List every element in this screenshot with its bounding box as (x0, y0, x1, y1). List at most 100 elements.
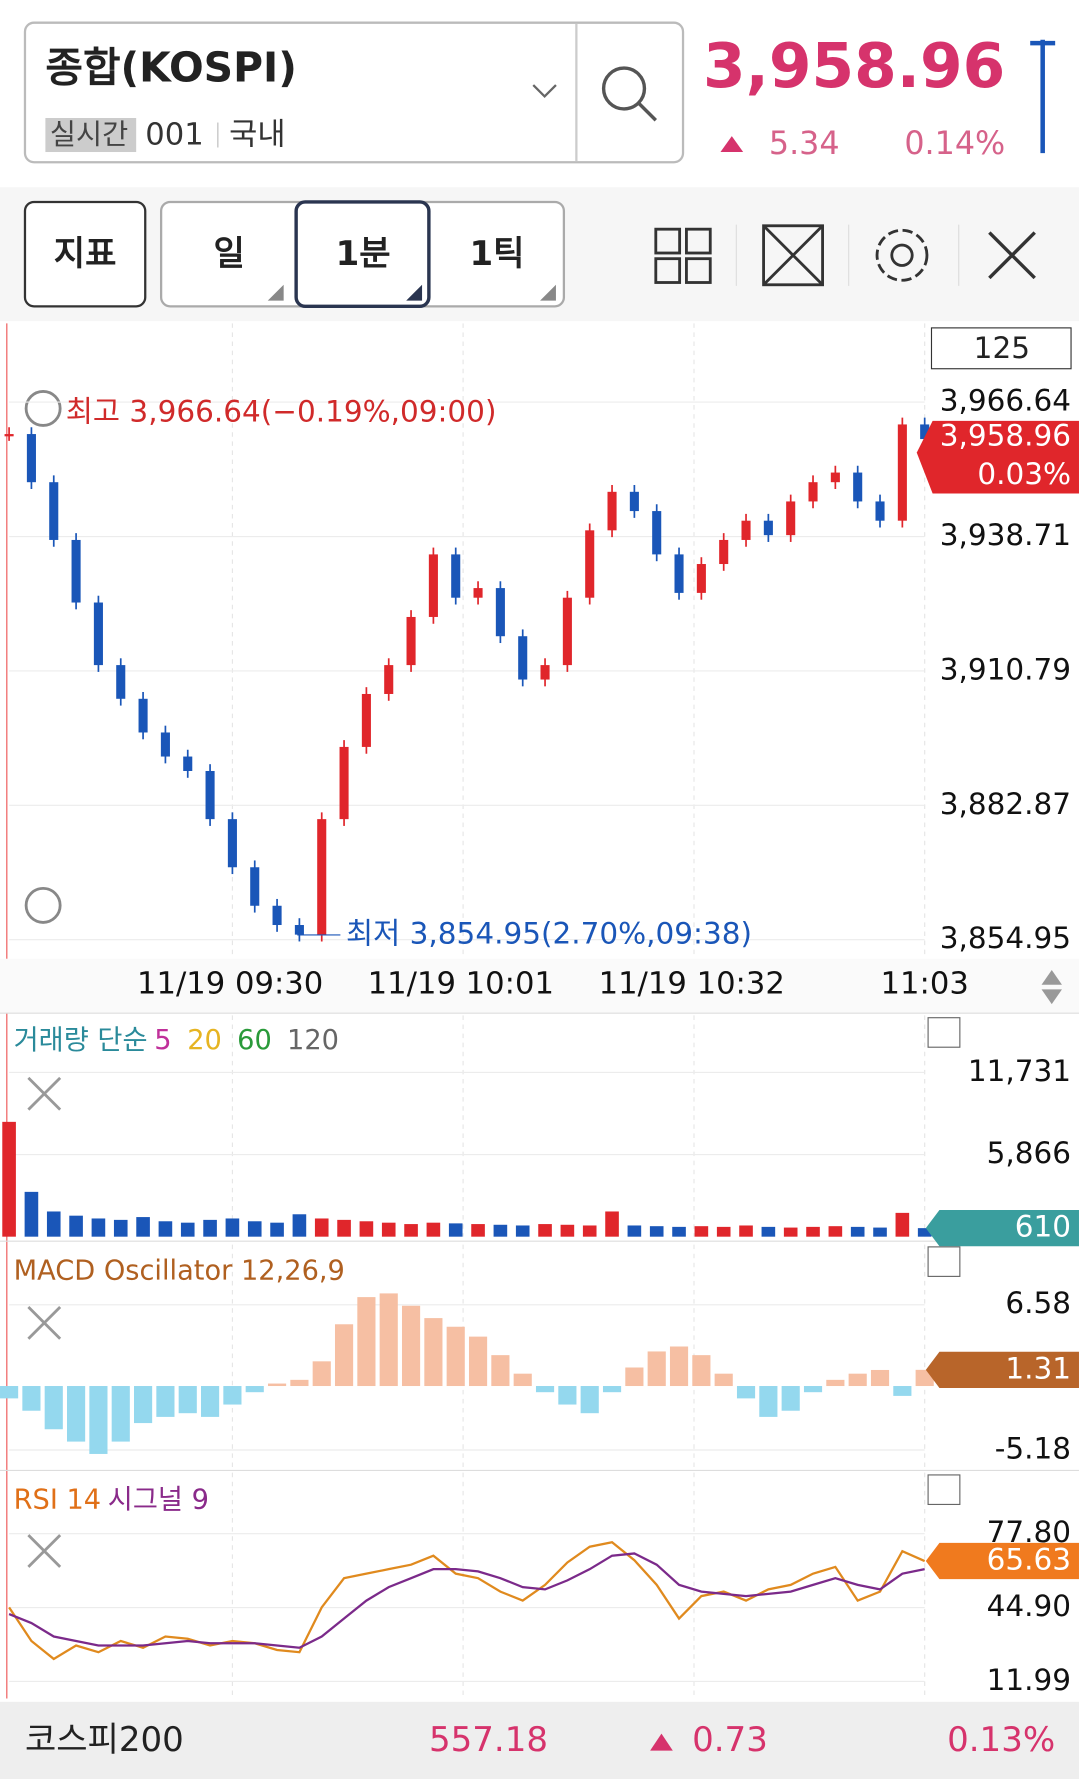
volume-bar (314, 1218, 329, 1237)
candle (920, 424, 930, 440)
candle (629, 491, 639, 512)
close-icon[interactable] (27, 1306, 62, 1340)
macd-bar (714, 1373, 733, 1387)
candle (674, 554, 684, 593)
period-tab[interactable]: 일 (214, 234, 245, 274)
macd-bar (267, 1383, 287, 1387)
y-tick-label: 3,966.64 (940, 384, 1071, 418)
panel-title: 거래량 단순 (14, 1025, 148, 1056)
x-axis-bg (0, 958, 1079, 1014)
y-tick-label: 3,938.71 (940, 518, 1071, 552)
macd-bar (0, 1386, 19, 1399)
macd-bar (290, 1379, 309, 1387)
volume-bar (828, 1226, 843, 1237)
candle (294, 925, 304, 935)
volume-bar (69, 1215, 83, 1237)
candle (763, 520, 773, 536)
y-tick-label: 11.99 (987, 1663, 1071, 1697)
value-badge-label: 1.31 (1005, 1351, 1071, 1385)
count: 125 (974, 331, 1030, 365)
ma-label: 5 (154, 1025, 171, 1056)
volume-bar (716, 1226, 731, 1237)
y-tick-label: 5,866 (987, 1136, 1071, 1170)
volume-bar (605, 1211, 619, 1237)
period-tab[interactable]: 1분 (336, 234, 391, 274)
macd-bar (669, 1346, 689, 1387)
volume-bar (493, 1224, 508, 1237)
volume-bar (113, 1219, 128, 1237)
period-tab[interactable]: 1틱 (469, 234, 524, 274)
close-icon[interactable] (27, 1076, 62, 1111)
macd-bar (245, 1386, 264, 1393)
volume-bar (627, 1225, 642, 1237)
indicator-button[interactable] (23, 200, 147, 308)
macd-bar (67, 1386, 86, 1442)
value-badge (925, 1542, 1079, 1580)
current-price: 3,958.96 (703, 31, 1005, 102)
layout-icon[interactable] (654, 227, 712, 284)
volume-bar (515, 1225, 530, 1237)
x-tick-label: 11/19 10:01 (368, 966, 554, 1001)
macd-bar (848, 1373, 867, 1387)
candle (719, 539, 729, 565)
scroll-up[interactable] (1041, 970, 1062, 985)
dropdown-icon[interactable] (532, 84, 557, 99)
ma-label: 20 (187, 1025, 222, 1056)
candle (473, 588, 483, 598)
symbol-box[interactable] (23, 21, 685, 164)
scroll-down[interactable] (1041, 989, 1062, 1005)
period-selected[interactable] (294, 200, 431, 309)
volume-bar (672, 1226, 686, 1237)
corner-mark (406, 284, 423, 301)
candle (227, 819, 237, 868)
candle (897, 424, 907, 521)
footer-bg (0, 1701, 1079, 1779)
candle (384, 665, 394, 694)
zoom-in[interactable] (24, 390, 62, 427)
volume-bar (225, 1218, 240, 1237)
volume-bar (337, 1219, 351, 1237)
menu-icon[interactable] (927, 1246, 961, 1277)
settings-icon[interactable] (875, 228, 929, 282)
macd-bar (580, 1386, 599, 1414)
menu-icon[interactable] (927, 1017, 961, 1048)
price-badge-change: 0.03% (977, 457, 1071, 491)
expand-icon[interactable] (762, 224, 824, 287)
corner-mark (540, 284, 556, 301)
volume-bar (560, 1224, 575, 1237)
x-tick-label: 11/19 10:32 (599, 966, 785, 1001)
volume-bar (649, 1226, 664, 1237)
volume-bar (806, 1226, 820, 1237)
ma-label: 60 (237, 1025, 272, 1056)
macd-bar (893, 1386, 912, 1396)
candle (495, 588, 505, 637)
search-icon[interactable] (601, 66, 647, 111)
candle (741, 520, 751, 540)
volume-bar (850, 1226, 865, 1237)
menu-icon[interactable] (927, 1474, 961, 1506)
y-tick-label: -5.18 (995, 1431, 1071, 1465)
macd-bar (803, 1386, 823, 1393)
volume-bar (381, 1222, 396, 1237)
volume-bar (158, 1221, 173, 1237)
candle (93, 602, 103, 666)
candle (696, 564, 706, 593)
close-icon[interactable] (27, 1534, 62, 1568)
macd-bar (491, 1355, 510, 1387)
macd-bar (134, 1386, 153, 1424)
x-tick-label: 11:03 (881, 966, 969, 1001)
macd-bar (870, 1369, 890, 1387)
up-arrow (720, 136, 744, 153)
candle (160, 732, 170, 757)
volume-bar (694, 1226, 709, 1237)
search-icon-handle (637, 102, 657, 122)
macd-bar (178, 1386, 197, 1414)
price-badge (916, 420, 1079, 494)
tools-icon[interactable] (988, 231, 1036, 280)
zoom-out[interactable] (24, 886, 62, 924)
macd-bar (357, 1297, 376, 1387)
macd-bar (513, 1373, 532, 1387)
volume-bar (761, 1226, 776, 1237)
count-box[interactable] (930, 327, 1072, 370)
